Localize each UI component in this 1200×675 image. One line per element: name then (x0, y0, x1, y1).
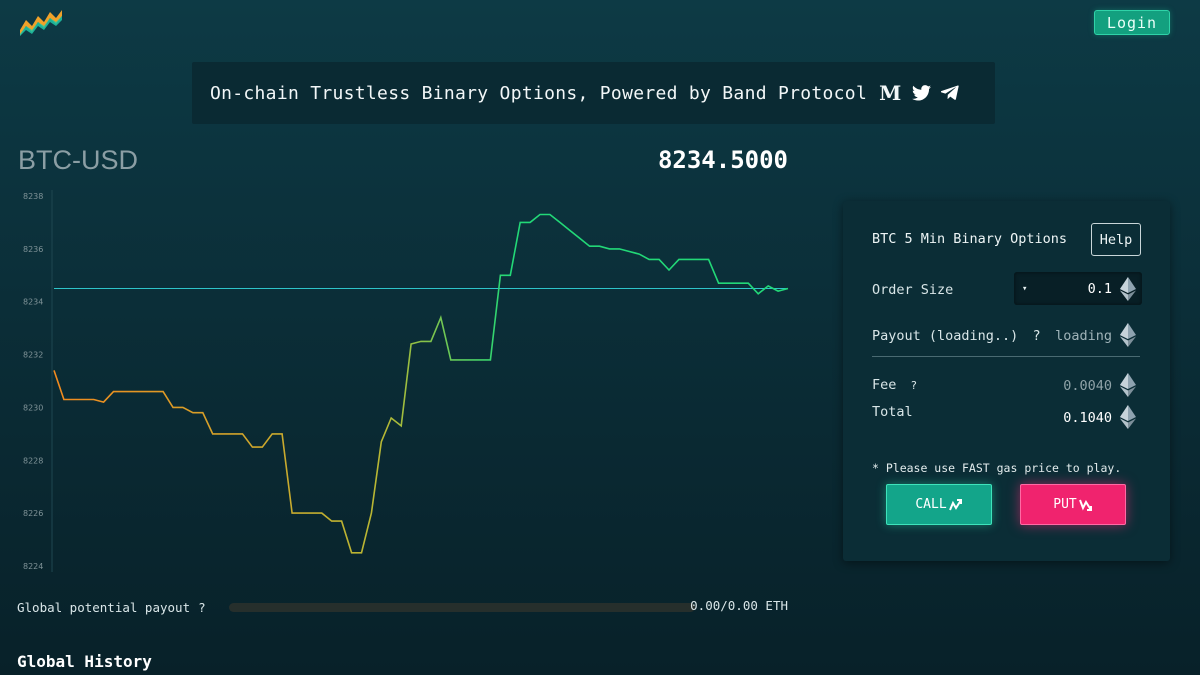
y-tick-label: 8232 (23, 351, 43, 360)
fee-label-row: Fee ? (872, 377, 917, 393)
payout-help-icon[interactable]: ? (1032, 328, 1041, 344)
login-button[interactable]: Login (1094, 10, 1170, 35)
ethereum-icon (1120, 277, 1136, 301)
ethereum-icon (1120, 405, 1136, 429)
total-label: Total (872, 404, 913, 420)
twitter-icon[interactable] (911, 85, 931, 101)
global-payout-help-icon[interactable]: ? (198, 599, 206, 615)
binary-options-panel: BTC 5 Min Binary Options Help Order Size… (843, 201, 1170, 561)
current-price: 8234.5000 (657, 146, 788, 174)
order-size-label: Order Size (872, 282, 954, 298)
social-links: M (879, 81, 959, 105)
fee-help-icon[interactable]: ? (910, 379, 918, 392)
call-label: CALL (915, 497, 947, 512)
global-payout-row: Global potential payout ? 0.00/0.00 ETH (17, 598, 792, 616)
put-label: PUT (1053, 497, 1077, 512)
ethereum-icon (1120, 323, 1136, 347)
payout-value: loading (1055, 328, 1112, 344)
panel-divider (872, 356, 1140, 357)
asset-pair-label: BTC-USD (18, 145, 138, 175)
fee-label: Fee (872, 377, 897, 393)
fee-value: 0.0040 (1063, 378, 1112, 394)
tagline-text: On-chain Trustless Binary Options, Power… (210, 82, 868, 104)
y-tick-label: 8238 (23, 192, 43, 201)
y-tick-label: 8224 (23, 562, 43, 571)
zigzag-logo-icon[interactable] (18, 8, 64, 36)
telegram-icon[interactable] (940, 85, 959, 101)
global-payout-progress (229, 603, 695, 612)
y-tick-label: 8228 (23, 456, 43, 465)
y-tick-label: 8234 (23, 298, 43, 307)
tagline-banner: On-chain Trustless Binary Options, Power… (192, 62, 995, 124)
y-tick-label: 8236 (23, 245, 43, 254)
payout-label-row: Payout (loading..) ? (872, 328, 1041, 344)
gas-price-note: * Please use FAST gas price to play. (872, 461, 1122, 475)
put-button[interactable]: PUT (1020, 484, 1126, 525)
y-tick-label: 8230 (23, 403, 43, 412)
y-tick-label: 8226 (23, 509, 43, 518)
price-chart: 8238 8236 8234 8232 8230 8228 8226 8224 (23, 190, 789, 572)
order-size-value: 0.1 (1087, 280, 1112, 297)
trend-down-icon (1078, 499, 1092, 511)
global-payout-label: Global potential payout (17, 599, 191, 615)
ethereum-icon (1120, 373, 1136, 397)
total-value: 0.1040 (1063, 410, 1112, 426)
medium-icon[interactable]: M (879, 81, 902, 105)
price-series-line (53, 213, 789, 554)
global-payout-amount: 0.00/0.00 ETH (690, 598, 788, 613)
help-button[interactable]: Help (1091, 223, 1141, 256)
chevron-down-icon[interactable]: ▾ (1022, 283, 1028, 294)
payout-label: Payout (loading..) (872, 328, 1019, 344)
panel-title: BTC 5 Min Binary Options (872, 231, 1068, 247)
global-history-title: Global History (17, 652, 152, 671)
trend-up-icon (948, 498, 962, 510)
call-button[interactable]: CALL (886, 484, 992, 525)
